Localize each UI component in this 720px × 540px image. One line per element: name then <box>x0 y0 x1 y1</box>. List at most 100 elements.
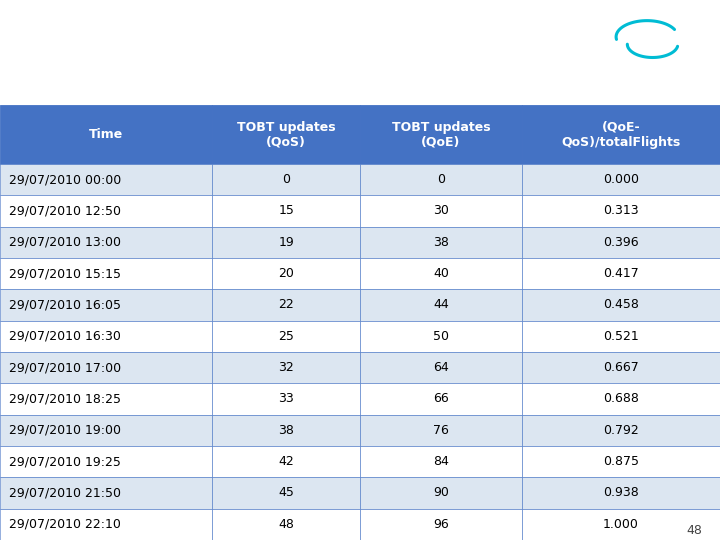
Text: 48: 48 <box>278 518 294 531</box>
Bar <box>522 509 720 540</box>
Text: 29/07/2010 19:25: 29/07/2010 19:25 <box>9 455 120 468</box>
Text: 0.000: 0.000 <box>603 173 639 186</box>
Bar <box>360 289 522 321</box>
Bar <box>0 289 212 321</box>
Text: (QoE-
QoS)/totalFlights: (QoE- QoS)/totalFlights <box>562 120 680 148</box>
Text: 44: 44 <box>433 299 449 312</box>
Text: 29/07/2010 19:00: 29/07/2010 19:00 <box>9 424 121 437</box>
Bar <box>360 477 522 509</box>
Bar <box>360 164 522 195</box>
Text: 0.313: 0.313 <box>603 205 639 218</box>
Text: 29/07/2010 17:00: 29/07/2010 17:00 <box>9 361 121 374</box>
Bar <box>212 352 360 383</box>
Text: 29/07/2010 15:15: 29/07/2010 15:15 <box>9 267 121 280</box>
Bar <box>0 477 212 509</box>
Text: Analyzer basic notion: Analyzer basic notion <box>10 72 264 92</box>
Text: Time: Time <box>89 128 123 141</box>
Text: 0.667: 0.667 <box>603 361 639 374</box>
Text: TOBT updates
(QoS): TOBT updates (QoS) <box>237 120 336 148</box>
Text: Proposed SERSCIS stream reasoning – Behavior: Proposed SERSCIS stream reasoning – Beha… <box>10 24 570 44</box>
Bar <box>360 258 522 289</box>
Text: 25: 25 <box>278 330 294 343</box>
Bar <box>0 509 212 540</box>
Bar <box>0 105 212 164</box>
Bar <box>212 195 360 227</box>
Bar <box>522 258 720 289</box>
Text: 0.875: 0.875 <box>603 455 639 468</box>
Text: 0.792: 0.792 <box>603 424 639 437</box>
Bar <box>522 383 720 415</box>
Text: 38: 38 <box>278 424 294 437</box>
Bar <box>0 227 212 258</box>
Text: 29/07/2010 16:05: 29/07/2010 16:05 <box>9 299 121 312</box>
Bar <box>212 509 360 540</box>
Bar <box>212 289 360 321</box>
Text: 0: 0 <box>437 173 445 186</box>
Bar <box>522 415 720 446</box>
Bar <box>212 446 360 477</box>
Bar <box>0 352 212 383</box>
Bar <box>212 105 360 164</box>
Bar <box>522 227 720 258</box>
Text: 22: 22 <box>279 299 294 312</box>
Text: 20: 20 <box>278 267 294 280</box>
Bar <box>360 105 522 164</box>
Text: 0.396: 0.396 <box>603 236 639 249</box>
Bar <box>522 352 720 383</box>
Text: 19: 19 <box>279 236 294 249</box>
Text: 66: 66 <box>433 393 449 406</box>
Text: 29/07/2010 18:25: 29/07/2010 18:25 <box>9 393 121 406</box>
Text: 29/07/2010 00:00: 29/07/2010 00:00 <box>9 173 121 186</box>
Text: 90: 90 <box>433 487 449 500</box>
Text: 0.521: 0.521 <box>603 330 639 343</box>
Text: 29/07/2010 21:50: 29/07/2010 21:50 <box>9 487 121 500</box>
Text: 40: 40 <box>433 267 449 280</box>
Bar <box>360 195 522 227</box>
Bar <box>212 415 360 446</box>
Bar <box>522 321 720 352</box>
Text: 30: 30 <box>433 205 449 218</box>
Text: 29/07/2010 12:50: 29/07/2010 12:50 <box>9 205 121 218</box>
Bar <box>522 446 720 477</box>
Text: 45: 45 <box>278 487 294 500</box>
Text: 32: 32 <box>279 361 294 374</box>
Bar <box>212 164 360 195</box>
Text: 48: 48 <box>686 524 702 537</box>
Text: 0.458: 0.458 <box>603 299 639 312</box>
Bar <box>212 321 360 352</box>
Text: 29/07/2010 16:30: 29/07/2010 16:30 <box>9 330 120 343</box>
Bar <box>360 446 522 477</box>
Bar <box>212 477 360 509</box>
Bar <box>360 352 522 383</box>
Text: 96: 96 <box>433 518 449 531</box>
Bar <box>522 105 720 164</box>
Bar <box>0 446 212 477</box>
Text: 50: 50 <box>433 330 449 343</box>
Bar <box>0 383 212 415</box>
Text: 42: 42 <box>279 455 294 468</box>
Bar <box>360 227 522 258</box>
Bar <box>360 415 522 446</box>
Text: 0.938: 0.938 <box>603 487 639 500</box>
Text: 0.688: 0.688 <box>603 393 639 406</box>
Bar <box>0 195 212 227</box>
Text: serscis: serscis <box>621 77 679 92</box>
Bar <box>522 164 720 195</box>
Text: 33: 33 <box>279 393 294 406</box>
Bar <box>360 383 522 415</box>
Text: 1.000: 1.000 <box>603 518 639 531</box>
Text: 76: 76 <box>433 424 449 437</box>
Text: 0.417: 0.417 <box>603 267 639 280</box>
Text: 84: 84 <box>433 455 449 468</box>
Bar <box>360 509 522 540</box>
Bar <box>212 383 360 415</box>
Text: 29/07/2010 22:10: 29/07/2010 22:10 <box>9 518 120 531</box>
Bar <box>212 258 360 289</box>
Bar <box>522 195 720 227</box>
Bar <box>0 164 212 195</box>
Text: 15: 15 <box>278 205 294 218</box>
Text: 0: 0 <box>282 173 290 186</box>
Bar <box>0 258 212 289</box>
Text: TOBT updates
(QoE): TOBT updates (QoE) <box>392 120 490 148</box>
Bar <box>522 477 720 509</box>
